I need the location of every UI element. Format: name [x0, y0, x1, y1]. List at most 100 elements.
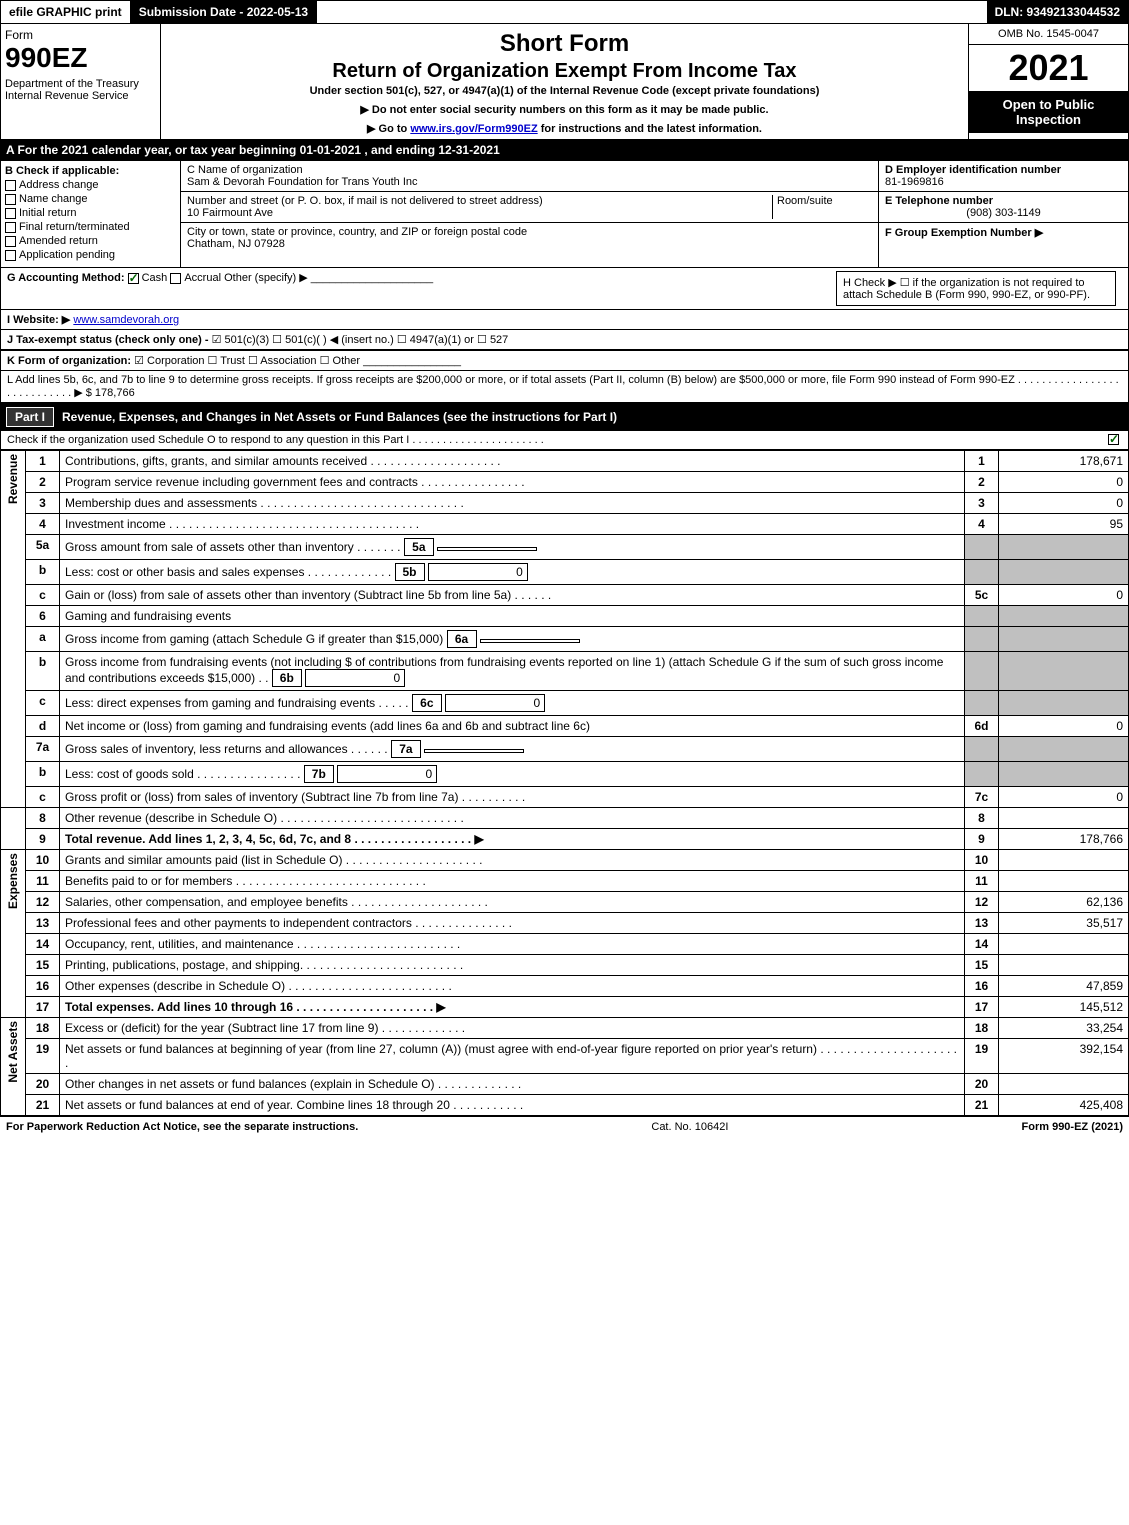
line-15-desc: Printing, publications, postage, and shi… [60, 955, 965, 976]
lines-table: Revenue 1Contributions, gifts, grants, a… [0, 450, 1129, 1116]
section-bcdef: B Check if applicable: Address change Na… [0, 160, 1129, 268]
j-label: J Tax-exempt status (check only one) - [7, 334, 212, 346]
line-9-desc: Total revenue. Add lines 1, 2, 3, 4, 5c,… [60, 829, 965, 850]
cb-address-change[interactable]: Address change [5, 179, 176, 191]
line-8-amt [999, 808, 1129, 829]
cb-accrual[interactable] [170, 273, 181, 284]
line-21-amt: 425,408 [999, 1095, 1129, 1116]
line-16-desc: Other expenses (describe in Schedule O) … [60, 976, 965, 997]
line-6-desc: Gaming and fundraising events [60, 606, 965, 627]
omb-number: OMB No. 1545-0047 [969, 24, 1128, 45]
f-group-label: F Group Exemption Number ▶ [885, 227, 1043, 239]
line-5c-desc: Gain or (loss) from sale of assets other… [60, 585, 965, 606]
line-6a-desc: Gross income from gaming (attach Schedul… [60, 627, 965, 652]
section-ghij: G Accounting Method: Cash Accrual Other … [0, 268, 1129, 351]
ein: 81-1969816 [885, 176, 944, 188]
line-13-amt: 35,517 [999, 913, 1129, 934]
tax-year: 2021 [969, 45, 1128, 91]
part-i-checknote: Check if the organization used Schedule … [0, 431, 1129, 450]
line-21-desc: Net assets or fund balances at end of ye… [60, 1095, 965, 1116]
line-1-desc: Contributions, gifts, grants, and simila… [60, 451, 965, 472]
line-3-desc: Membership dues and assessments . . . . … [60, 493, 965, 514]
netassets-label: Net Assets [6, 1021, 20, 1083]
line-20-amt [999, 1074, 1129, 1095]
line-7c-amt: 0 [999, 787, 1129, 808]
footer-center: Cat. No. 10642I [651, 1121, 728, 1133]
footer: For Paperwork Reduction Act Notice, see … [0, 1116, 1129, 1137]
dln: DLN: 93492133044532 [987, 1, 1128, 23]
cb-schedule-o[interactable] [1108, 434, 1119, 445]
line-11-amt [999, 871, 1129, 892]
line-6b-desc: Gross income from fundraising events (no… [60, 652, 965, 691]
expenses-label: Expenses [6, 853, 20, 909]
line-13-desc: Professional fees and other payments to … [60, 913, 965, 934]
line-2-desc: Program service revenue including govern… [60, 472, 965, 493]
cb-application-pending[interactable]: Application pending [5, 249, 176, 261]
line-2-amt: 0 [999, 472, 1129, 493]
line-20-desc: Other changes in net assets or fund bala… [60, 1074, 965, 1095]
website-link[interactable]: www.samdevorah.org [73, 314, 179, 326]
line-18-amt: 33,254 [999, 1018, 1129, 1039]
line-4-desc: Investment income . . . . . . . . . . . … [60, 514, 965, 535]
line-19-amt: 392,154 [999, 1039, 1129, 1074]
part-i-label: Part I [6, 407, 54, 427]
part-i-header: Part I Revenue, Expenses, and Changes in… [0, 403, 1129, 431]
line-k: K Form of organization: ☑ Corporation ☐ … [0, 351, 1129, 371]
line-14-desc: Occupancy, rent, utilities, and maintena… [60, 934, 965, 955]
part-i-title: Revenue, Expenses, and Changes in Net As… [62, 410, 617, 424]
form-word: Form [5, 28, 156, 42]
instr-link: ▶ Go to www.irs.gov/Form990EZ for instru… [165, 122, 964, 135]
line-9-amt: 178,766 [999, 829, 1129, 850]
line-8-desc: Other revenue (describe in Schedule O) .… [60, 808, 965, 829]
line-6d-desc: Net income or (loss) from gaming and fun… [60, 716, 965, 737]
line-10-amt [999, 850, 1129, 871]
line-6c-desc: Less: direct expenses from gaming and fu… [60, 691, 965, 716]
line-12-desc: Salaries, other compensation, and employ… [60, 892, 965, 913]
org-city: Chatham, NJ 07928 [187, 238, 285, 250]
cb-initial-return[interactable]: Initial return [5, 207, 176, 219]
cb-amended-return[interactable]: Amended return [5, 235, 176, 247]
line-7a-desc: Gross sales of inventory, less returns a… [60, 737, 965, 762]
footer-right: Form 990-EZ (2021) [1022, 1121, 1123, 1133]
line-5c-amt: 0 [999, 585, 1129, 606]
line-18-desc: Excess or (deficit) for the year (Subtra… [60, 1018, 965, 1039]
c-name-label: C Name of organization [187, 164, 303, 176]
open-inspection: Open to Public Inspection [969, 91, 1128, 133]
department: Department of the Treasury Internal Reve… [5, 78, 156, 102]
submission-date: Submission Date - 2022-05-13 [131, 1, 317, 23]
i-label: I Website: ▶ [7, 314, 70, 326]
line-15-amt [999, 955, 1129, 976]
topbar: efile GRAPHIC print Submission Date - 20… [0, 0, 1129, 24]
revenue-label: Revenue [6, 454, 20, 504]
footer-left: For Paperwork Reduction Act Notice, see … [6, 1121, 358, 1133]
h-check: H Check ▶ ☐ if the organization is not r… [836, 271, 1116, 306]
form-header: Form 990EZ Department of the Treasury In… [0, 24, 1129, 140]
line-1-amt: 178,671 [999, 451, 1129, 472]
line-4-amt: 95 [999, 514, 1129, 535]
line-l: L Add lines 5b, 6c, and 7b to line 9 to … [0, 371, 1129, 403]
cb-final-return[interactable]: Final return/terminated [5, 221, 176, 233]
efile-print-button[interactable]: efile GRAPHIC print [1, 1, 131, 23]
d-ein-label: D Employer identification number [885, 164, 1061, 176]
line-11-desc: Benefits paid to or for members . . . . … [60, 871, 965, 892]
room-suite-label: Room/suite [772, 195, 872, 219]
cb-cash[interactable] [128, 273, 139, 284]
phone: (908) 303-1149 [885, 207, 1122, 219]
instr-ssn: ▶ Do not enter social security numbers o… [165, 103, 964, 116]
line-16-amt: 47,859 [999, 976, 1129, 997]
irs-link[interactable]: www.irs.gov/Form990EZ [410, 123, 537, 135]
org-address: 10 Fairmount Ave [187, 207, 273, 219]
c-addr-label: Number and street (or P. O. box, if mail… [187, 195, 543, 207]
line-12-amt: 62,136 [999, 892, 1129, 913]
title-return: Return of Organization Exempt From Incom… [165, 60, 964, 83]
title-short-form: Short Form [165, 30, 964, 58]
line-17-desc: Total expenses. Add lines 10 through 16 … [60, 997, 965, 1018]
g-label: G Accounting Method: [7, 272, 125, 284]
cb-name-change[interactable]: Name change [5, 193, 176, 205]
subtitle: Under section 501(c), 527, or 4947(a)(1)… [165, 85, 964, 97]
line-14-amt [999, 934, 1129, 955]
org-name: Sam & Devorah Foundation for Trans Youth… [187, 176, 418, 188]
line-5a-desc: Gross amount from sale of assets other t… [60, 535, 965, 560]
form-number: 990EZ [5, 42, 156, 74]
line-7c-desc: Gross profit or (loss) from sales of inv… [60, 787, 965, 808]
